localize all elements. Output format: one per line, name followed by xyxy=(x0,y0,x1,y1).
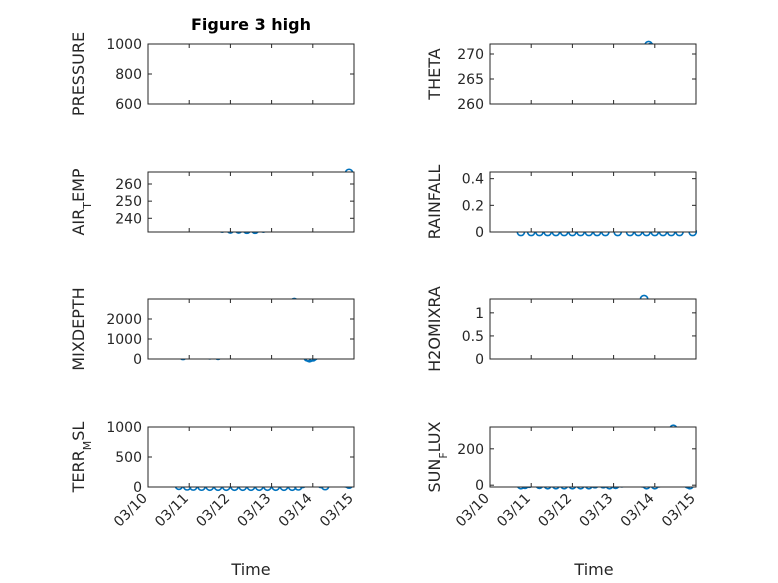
y-tick-label: 600 xyxy=(115,97,142,113)
y-axis-label: AIRTEMP xyxy=(69,168,94,235)
x-axis-label-right: Time xyxy=(573,560,613,579)
y-tick-label: 240 xyxy=(115,211,142,227)
axes-box xyxy=(489,171,697,233)
subplot-1: 600 800 1000 PRESSURE xyxy=(69,32,355,116)
axes-box xyxy=(147,43,355,105)
y-tick-label: 800 xyxy=(115,67,142,83)
y-axis-label: MIXDEPTH xyxy=(69,287,88,370)
x-axis-label-left: Time xyxy=(230,560,270,579)
y-tick-label: 1000 xyxy=(106,37,142,53)
y-tick-label: 2000 xyxy=(106,312,142,328)
y-tick-label: 250 xyxy=(115,194,142,210)
axes-box xyxy=(489,298,697,360)
subplot-4: 0 0.2 0.4 RAINFALL xyxy=(425,165,698,241)
y-tick-label: 0.5 xyxy=(462,329,484,345)
axes-box xyxy=(147,426,355,488)
axes-box xyxy=(489,426,697,488)
figure-title: Figure 3 high xyxy=(191,15,311,34)
y-tick-label: 260 xyxy=(115,177,142,193)
axes-box xyxy=(489,43,697,105)
y-tick-label: 0 xyxy=(475,352,484,368)
y-tick-label: 0 xyxy=(475,225,484,241)
y-tick-label: 0 xyxy=(475,478,484,494)
y-tick-label: 260 xyxy=(457,97,484,113)
axes-box xyxy=(147,298,355,360)
axes-box xyxy=(147,171,355,233)
subplot-2: 260 265 270 THETA xyxy=(425,40,697,113)
y-tick-label: 1000 xyxy=(106,332,142,348)
y-tick-label: 265 xyxy=(457,72,484,88)
y-axis-label: H2OMIXRA xyxy=(425,286,444,372)
y-axis-label: SUNFLUX xyxy=(425,421,450,492)
y-axis-label: PRESSURE xyxy=(69,32,88,116)
y-axis-label: RAINFALL xyxy=(425,165,444,240)
y-tick-label: 1000 xyxy=(106,420,142,436)
subplot-5: 0 1000 2000 MIXDEPTH xyxy=(69,287,355,371)
y-axis-label: THETA xyxy=(425,48,444,100)
y-tick-label: 200 xyxy=(457,442,484,458)
subplot-6: 0 0.5 1 H2OMIXRA xyxy=(425,286,697,372)
y-tick-label: 0.2 xyxy=(462,198,484,214)
y-tick-label: 0.4 xyxy=(462,172,484,188)
subplot-7: 03/10 03/11 03/12 03/13 03/14 03/1505001000TE… xyxy=(69,420,357,530)
y-tick-label: 270 xyxy=(457,47,484,63)
y-tick-label: 500 xyxy=(115,450,142,466)
y-axis-label: TERRMSL xyxy=(69,422,94,494)
y-tick-label: 0 xyxy=(133,480,142,496)
y-tick-label: 1 xyxy=(475,306,484,322)
y-tick-label: 0 xyxy=(133,352,142,368)
